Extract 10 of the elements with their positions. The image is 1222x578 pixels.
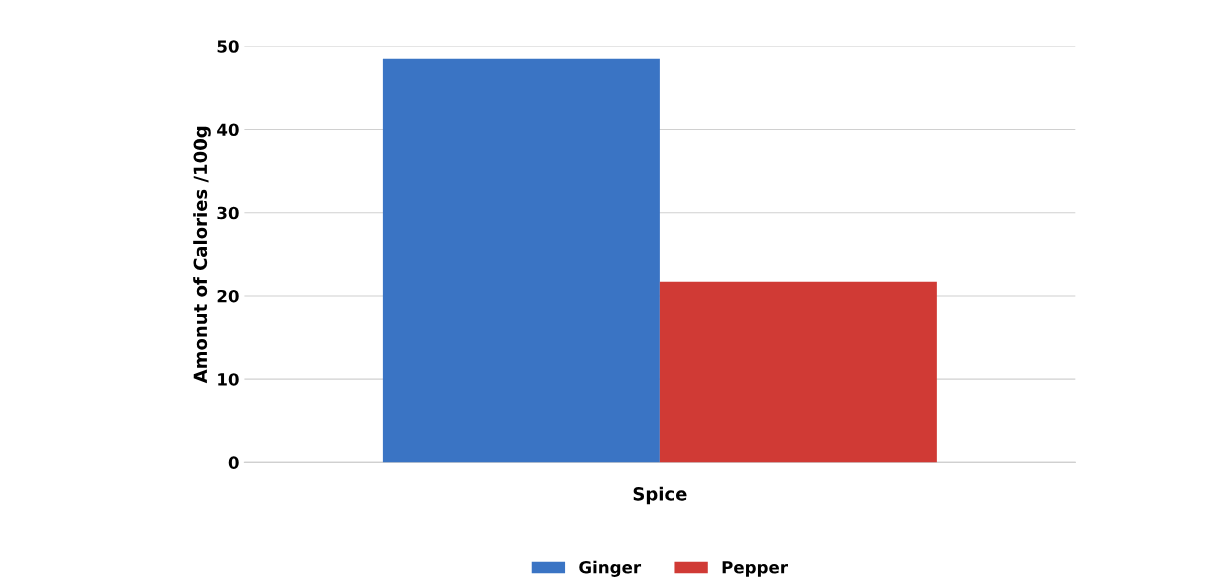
y-axis-title: Amonut of Calories /100g xyxy=(193,126,211,384)
x-axis-title: Spice xyxy=(633,486,687,505)
legend-label: Ginger xyxy=(579,560,642,577)
y-tick-label: 10 xyxy=(218,373,239,386)
y-tick-label: 0 xyxy=(228,456,239,469)
y-tick-label: 30 xyxy=(217,206,239,220)
legend-label: Pepper xyxy=(722,561,788,577)
y-tick-label: 40 xyxy=(217,123,239,137)
y-tick-label: 20 xyxy=(217,289,239,303)
y-tick-label: 50 xyxy=(217,40,239,53)
